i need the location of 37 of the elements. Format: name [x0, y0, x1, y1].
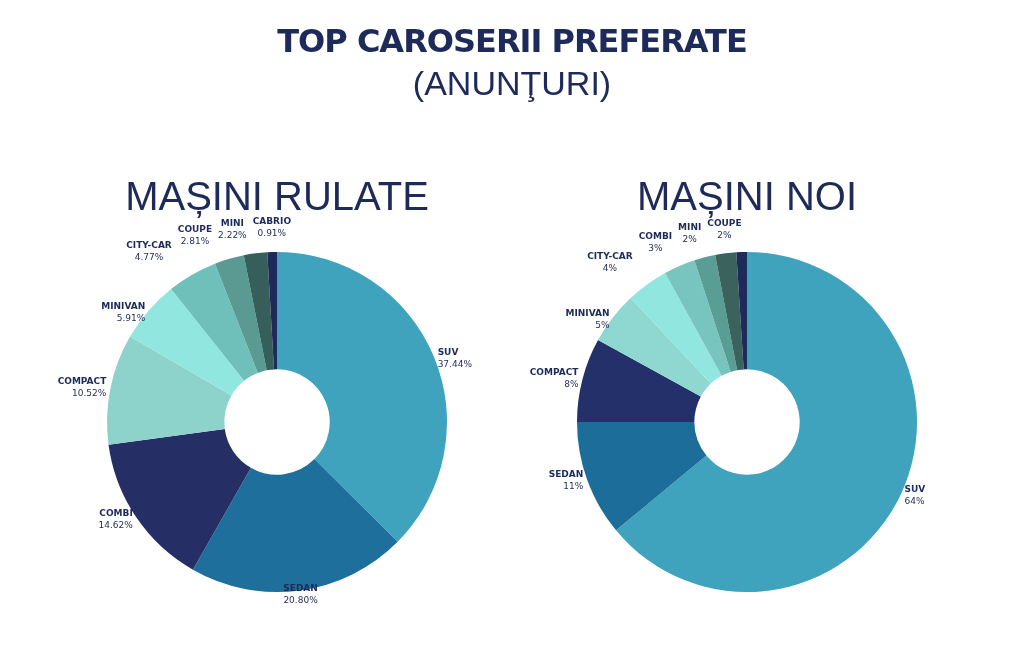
slice-label: COMPACT	[529, 367, 580, 378]
slice-label: CABRIO	[252, 216, 292, 227]
slice-label: CITY-CAR	[587, 250, 633, 261]
slice-label: COUPE	[707, 217, 742, 228]
slice-label: COMPACT	[57, 376, 108, 387]
text: TOP CAROSERII PREFERATE	[276, 22, 748, 60]
slice-label: CITY-CAR	[126, 240, 172, 251]
data-label: 10.52%	[72, 388, 107, 399]
data-label: 5.91%	[116, 312, 146, 323]
slice-label: COUPE	[177, 223, 213, 234]
slice-label: MINI	[678, 222, 702, 232]
data-label: 2%	[682, 234, 698, 244]
data-label: 8%	[564, 379, 579, 390]
slice-label: SUV	[904, 484, 926, 495]
slice-label: SEDAN	[283, 582, 318, 593]
slice-label: MINIVAN	[101, 300, 146, 311]
data-label: 37.44%	[437, 359, 473, 370]
slice-label: COMBI	[99, 507, 133, 518]
data-label: 2%	[717, 229, 733, 240]
slice-label: COMBI	[638, 231, 673, 242]
data-label: 5%	[595, 319, 610, 330]
slice-label: MINI	[220, 217, 244, 228]
data-label: 3%	[648, 243, 663, 254]
data-label: 20.80%	[283, 594, 319, 605]
data-label: 0.91%	[257, 228, 287, 239]
data-label: 2.22%	[218, 229, 248, 240]
slice-label: SUV	[437, 347, 459, 358]
data-label: 2.81%	[180, 235, 210, 246]
chart-title: MAȘINI NOI	[636, 174, 858, 219]
data-label: 4.77%	[134, 252, 164, 263]
data-label: 4%	[602, 262, 618, 273]
data-label: 64%	[904, 496, 925, 507]
slice-label: SEDAN	[548, 469, 584, 480]
data-label: 14.62%	[98, 519, 134, 530]
slice-label: MINIVAN	[565, 307, 610, 318]
text: (ANUNŢURI)	[411, 64, 613, 103]
data-label: 11%	[563, 481, 584, 492]
